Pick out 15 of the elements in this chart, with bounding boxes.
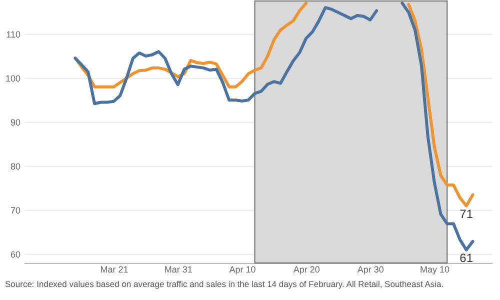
source-note: Source: Indexed values based on average traffic and sales in the last 14 days of February. All Retail, Southeast Asia. (4, 279, 444, 289)
x-tick-label: Apr 10 (229, 264, 256, 274)
x-tick-label: Mar 31 (164, 264, 192, 274)
annotation: 71 (460, 206, 474, 221)
x-tick-label: May 10 (420, 264, 450, 274)
annotation: 61 (460, 250, 474, 265)
x-tick-label: Apr 20 (293, 264, 320, 274)
y-tick-label: 90 (10, 118, 20, 128)
y-tick-label: 110 (6, 30, 20, 40)
x-tick-label: Mar 21 (100, 264, 128, 274)
y-tick-label: 80 (10, 162, 20, 172)
y-tick-label: 100 (5, 74, 20, 84)
y-tick-label: 60 (10, 250, 20, 260)
y-tick-label: 70 (10, 206, 20, 216)
x-tick-label: Apr 30 (357, 264, 384, 274)
